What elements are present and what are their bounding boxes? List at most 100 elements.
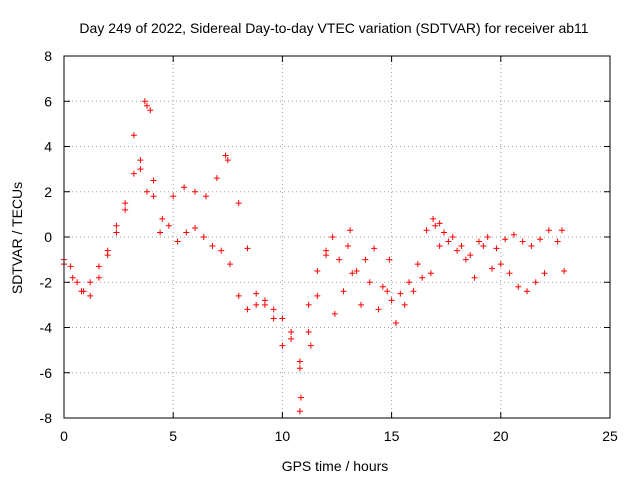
data-point (253, 301, 260, 308)
data-point (314, 267, 321, 274)
data-point (462, 256, 469, 263)
data-point (414, 261, 421, 268)
data-point (137, 157, 144, 164)
data-point (305, 301, 312, 308)
data-point (497, 261, 504, 268)
data-point (130, 170, 137, 177)
data-point (554, 238, 561, 245)
x-tick-label: 25 (602, 428, 618, 444)
data-point (347, 227, 354, 234)
data-point (78, 288, 85, 295)
data-point (541, 270, 548, 277)
data-point (296, 365, 303, 372)
data-point (388, 297, 395, 304)
data-point (340, 288, 347, 295)
data-point (113, 229, 120, 236)
data-point (213, 175, 220, 182)
data-point (349, 270, 356, 277)
data-point (159, 215, 166, 222)
data-point (386, 256, 393, 263)
data-point (484, 234, 491, 240)
data-point (467, 252, 474, 259)
data-point (192, 188, 199, 195)
axis-layer: 0 5 10 15 20 25 -8 -6 -4 -2 0 2 4 6 8 (40, 48, 618, 444)
x-tick-label: 0 (60, 428, 68, 444)
y-tick-label: 8 (44, 48, 52, 64)
data-point (344, 243, 351, 250)
data-point (224, 157, 231, 164)
data-point (331, 310, 338, 317)
data-point (454, 247, 461, 254)
data-point (323, 247, 330, 254)
data-point (524, 288, 531, 295)
data-point (143, 188, 150, 195)
y-tick-label: -8 (40, 410, 53, 426)
data-point (314, 292, 321, 299)
data-point (489, 265, 496, 272)
data-point (329, 234, 336, 240)
data-point (406, 279, 413, 286)
data-point (305, 329, 312, 336)
data-point (270, 306, 277, 313)
x-tick-label: 10 (275, 428, 291, 444)
data-point (545, 227, 552, 234)
data-point (147, 107, 154, 114)
data-point (296, 408, 303, 415)
data-point (519, 238, 526, 245)
data-point (371, 245, 378, 252)
y-tick-label: 0 (44, 229, 52, 245)
series-3 (141, 98, 565, 415)
data-point (218, 247, 225, 254)
data-point (510, 231, 517, 238)
data-point (532, 279, 539, 286)
data-point (95, 274, 102, 281)
data-point (235, 200, 242, 207)
data-point (392, 319, 399, 326)
data-point (288, 335, 295, 342)
data-point (449, 234, 456, 240)
data-point (493, 245, 500, 252)
data-point (436, 220, 443, 227)
data-point (174, 238, 181, 245)
data-point (192, 224, 199, 231)
y-tick-label: -2 (40, 274, 53, 290)
data-point (165, 222, 172, 229)
data-point (87, 292, 94, 299)
data-point (401, 301, 408, 308)
data-point (288, 329, 295, 336)
data-point (480, 243, 487, 250)
data-layer (61, 98, 568, 415)
data-point (430, 215, 437, 222)
data-point (141, 98, 148, 105)
series-2 (61, 132, 548, 372)
x-tick-label: 15 (384, 428, 400, 444)
data-point (353, 267, 360, 274)
data-point (143, 102, 150, 109)
data-point (183, 229, 190, 236)
y-tick-label: 6 (44, 93, 52, 109)
data-point (375, 306, 382, 313)
data-point (432, 222, 439, 229)
data-point (69, 274, 76, 281)
data-point (279, 315, 286, 322)
data-point (336, 256, 343, 263)
data-point (427, 270, 434, 277)
data-point (150, 193, 157, 200)
data-point (423, 227, 430, 234)
data-point (235, 292, 242, 299)
data-point (528, 243, 535, 250)
data-point (445, 238, 452, 245)
data-point (122, 206, 129, 213)
data-point (458, 243, 465, 250)
data-point (170, 193, 177, 200)
data-point (150, 177, 157, 184)
data-point (436, 243, 443, 250)
x-tick-label: 20 (493, 428, 509, 444)
data-point (475, 238, 482, 245)
data-point (226, 261, 233, 268)
y-tick-label: 2 (44, 184, 52, 200)
data-point (261, 297, 268, 304)
